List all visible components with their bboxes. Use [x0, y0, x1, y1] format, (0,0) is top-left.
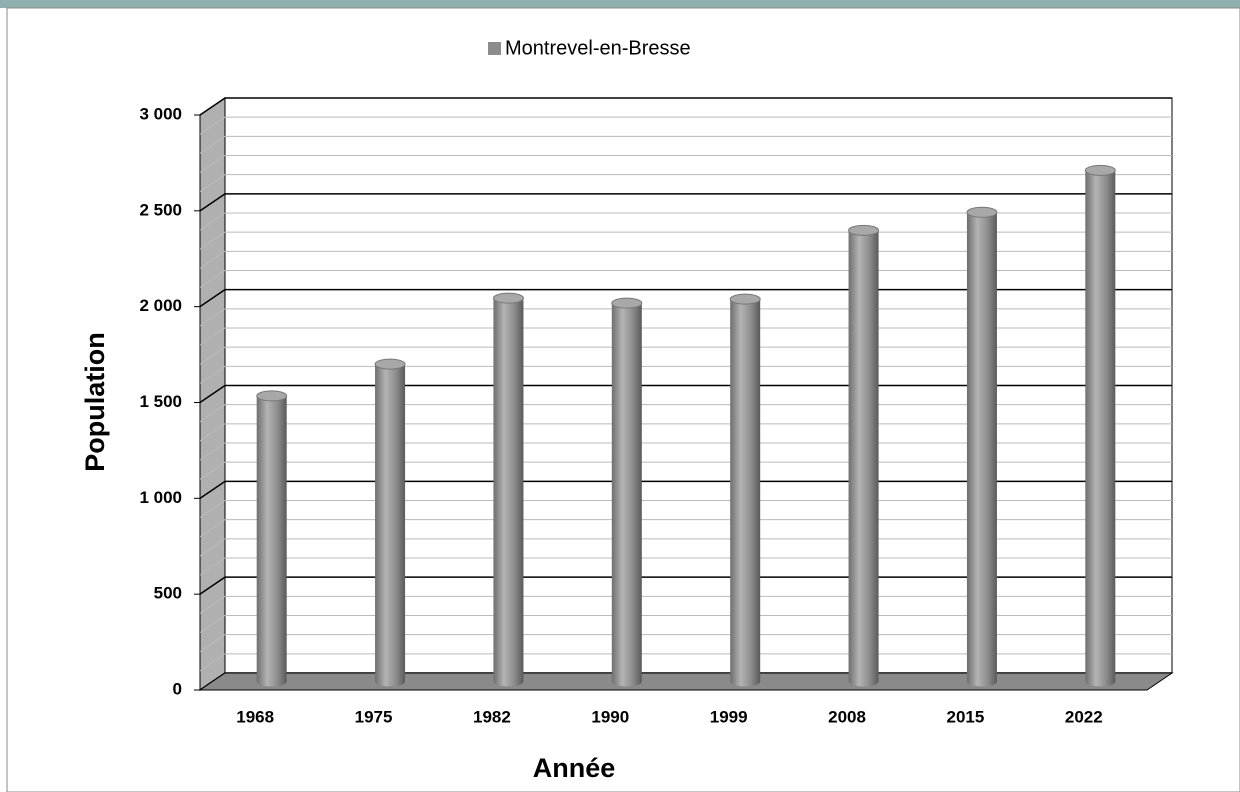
legend-label: Montrevel-en-Bresse: [505, 37, 691, 59]
bar: [1084, 164, 1116, 687]
bar-top: [611, 297, 643, 309]
x-tick-label: 1968: [236, 707, 274, 726]
x-tick-label: 2022: [1065, 707, 1103, 726]
x-tick-label: 2008: [828, 707, 866, 726]
bar-body: [493, 298, 524, 687]
y-tick-label: 3 000: [139, 104, 182, 123]
bar-top: [256, 390, 288, 402]
bar: [611, 297, 643, 687]
bar-top: [966, 206, 998, 218]
legend-swatch: [488, 42, 501, 55]
grid-line: [199, 97, 1172, 116]
y-axis-label: Population: [80, 332, 110, 471]
bar-top: [848, 224, 880, 236]
floor: [198, 672, 1174, 691]
bar: [256, 390, 288, 687]
bar: [966, 206, 998, 687]
bar-top: [492, 292, 524, 304]
minor-grid-line: [199, 135, 1172, 154]
minor-grid-line: [199, 212, 1172, 231]
minor-grid-line: [199, 155, 1172, 173]
y-tick-label: 2 000: [139, 296, 182, 315]
minor-grid-line: [199, 174, 1172, 193]
bar-top: [1084, 164, 1116, 176]
y-tick-label: 500: [154, 584, 182, 603]
bar-body: [966, 212, 997, 687]
bar-body: [730, 299, 761, 687]
x-tick-label: 1999: [710, 707, 748, 726]
x-tick-label: 2015: [947, 707, 985, 726]
y-tick-label: 1 000: [139, 488, 182, 507]
x-axis-label: Année: [533, 753, 616, 783]
bar-top: [374, 358, 406, 370]
bar-top: [729, 293, 761, 305]
x-tick-label: 1982: [473, 707, 511, 726]
top-strip: [0, 0, 1240, 8]
y-tick-label: 1 500: [139, 392, 182, 411]
bar-body: [375, 364, 406, 687]
bar: [374, 358, 406, 687]
bar-body: [1085, 170, 1116, 687]
x-tick-label: 1975: [355, 707, 393, 726]
x-tick-label: 1990: [591, 707, 629, 726]
bar-body: [611, 303, 642, 687]
bar-body: [848, 230, 879, 687]
grid-line: [199, 193, 1172, 212]
bar: [848, 224, 880, 687]
bar: [729, 293, 761, 687]
y-tick-label: 2 500: [139, 200, 182, 219]
y-tick-label: 0: [173, 679, 182, 698]
bar-body: [256, 395, 287, 687]
bar: [492, 292, 524, 687]
minor-grid-line: [199, 116, 1172, 135]
